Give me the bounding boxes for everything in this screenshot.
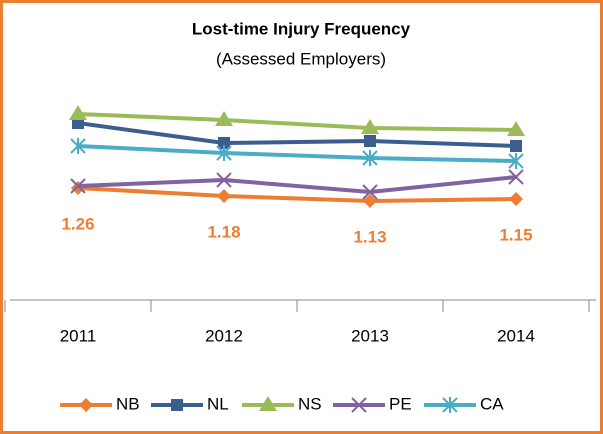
point-marker — [215, 111, 233, 126]
x-tick-label: 2011 — [60, 326, 97, 345]
point-marker — [70, 138, 86, 154]
point-marker — [217, 189, 231, 203]
point-marker — [509, 192, 523, 206]
data-label: 1.15 — [499, 225, 532, 244]
legend-marker — [79, 398, 93, 412]
point-marker — [218, 137, 230, 149]
legend-marker — [442, 397, 458, 413]
legend-label: CA — [480, 394, 504, 413]
chart-title: Lost-time Injury Frequency — [192, 19, 411, 38]
point-marker — [69, 105, 87, 120]
point-marker — [216, 172, 232, 188]
series-line — [77, 186, 517, 203]
legend-label: NB — [116, 394, 140, 413]
point-marker — [510, 140, 522, 152]
series-line — [77, 112, 517, 132]
legend-label: NL — [207, 394, 229, 413]
point-marker — [508, 169, 524, 185]
point-marker — [364, 135, 376, 147]
point-marker — [363, 194, 377, 208]
series-line — [77, 175, 517, 194]
point-marker — [508, 153, 524, 169]
point-marker — [361, 119, 379, 134]
data-label: 1.26 — [61, 214, 94, 233]
x-tick-label: 2012 — [205, 326, 243, 345]
legend-label: NS — [298, 394, 322, 413]
point-marker — [216, 145, 232, 161]
legend-label: PE — [389, 394, 412, 413]
series-line — [77, 121, 517, 148]
x-tick-label: 2014 — [497, 326, 535, 345]
legend-marker — [259, 396, 277, 411]
x-tick-label: 2013 — [351, 326, 389, 345]
point-marker — [70, 178, 86, 194]
legend-marker — [351, 397, 367, 413]
point-marker — [362, 184, 378, 200]
chart-subtitle: (Assessed Employers) — [216, 49, 386, 68]
point-marker — [507, 121, 525, 136]
legend-marker — [171, 399, 183, 411]
point-marker — [362, 150, 378, 166]
series-line — [77, 144, 517, 163]
data-label: 1.13 — [353, 227, 386, 246]
data-label: 1.18 — [207, 222, 240, 241]
